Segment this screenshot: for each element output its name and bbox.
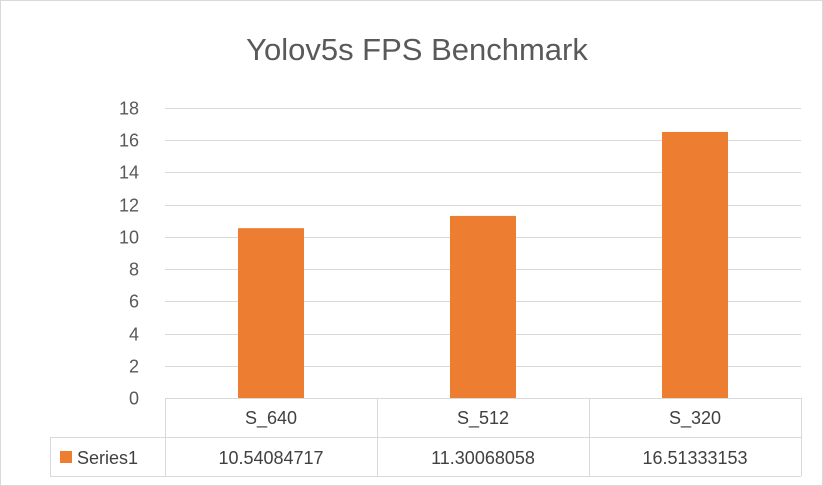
data-table-value: 10.54084717 [218, 448, 323, 468]
y-tick-label: 2 [129, 357, 139, 377]
chart-title: Yolov5s FPS Benchmark [246, 32, 588, 67]
category-label: S_640 [245, 408, 297, 429]
data-table: S_640 S_512 S_320 Series1 10.54084717 11.3006… [50, 398, 802, 477]
y-tick-label: 10 [119, 228, 139, 248]
y-tick-label: 0 [129, 389, 139, 409]
bar [238, 228, 304, 398]
category-label: S_320 [669, 408, 721, 429]
bar [662, 131, 728, 398]
y-tick-label: 12 [119, 196, 139, 216]
legend-swatch [60, 451, 72, 463]
y-tick-label: 6 [129, 292, 139, 312]
y-tick-label: 16 [119, 131, 139, 151]
y-axis: 0 2 4 6 8 10 12 14 16 18 [119, 99, 139, 409]
y-tick-label: 4 [129, 325, 139, 345]
bars [238, 131, 728, 398]
data-table-value: 16.51333153 [642, 448, 747, 468]
category-label: S_512 [457, 408, 509, 429]
y-tick-label: 18 [119, 99, 139, 119]
data-table-value: 11.30068058 [431, 448, 535, 468]
y-tick-label: 8 [129, 260, 139, 280]
bar [450, 215, 516, 398]
y-tick-label: 14 [119, 163, 139, 183]
legend-label: Series1 [77, 448, 138, 468]
